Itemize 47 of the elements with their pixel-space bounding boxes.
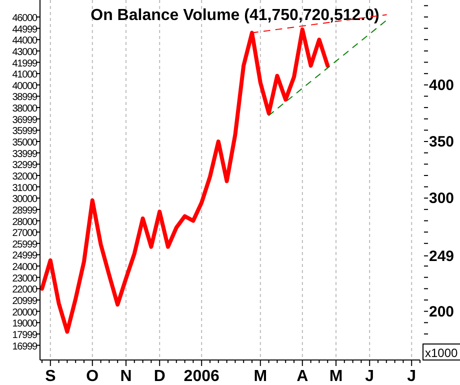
y-tick-label: 25999 [12, 239, 38, 250]
y-tick-label: 16999 [12, 341, 38, 352]
y-tick-label: 46000 [12, 12, 38, 24]
y-tick-label: 20000 [12, 307, 38, 318]
y2-tick-label: 350 [429, 134, 454, 151]
y-tick-label: 35999 [12, 126, 38, 138]
y-tick-label: 36999 [12, 114, 38, 126]
x-tick-label: J [365, 368, 374, 385]
y-tick-label: 41000 [12, 70, 38, 81]
y-tick-label: 38000 [12, 104, 38, 115]
y-tick-label: 24000 [12, 262, 38, 274]
x-tick-label: 2006 [184, 368, 220, 385]
y-tick-label: 31000 [12, 182, 38, 194]
y-tick-label: 41999 [12, 58, 38, 70]
chart-title: On Balance Volume (41,750,720,512.0) [90, 7, 380, 24]
y-tick-label: 44000 [12, 36, 38, 47]
y-tick-label: 17999 [12, 330, 38, 341]
x-tick-label: D [154, 368, 166, 385]
x-tick-label: M [254, 368, 268, 385]
y-tick-label: 28000 [12, 216, 38, 228]
y-tick-label: 43000 [12, 46, 38, 58]
y-tick-label: 32999 [12, 160, 38, 172]
x-tick-label: S [45, 368, 56, 385]
y-tick-label: 28999 [12, 205, 38, 216]
y-tick-label: 24999 [12, 250, 38, 262]
y2-tick-label: 400 [429, 76, 454, 94]
y-tick-label: 30000 [12, 194, 38, 206]
y-tick-label: 35000 [12, 138, 38, 149]
x-tick-label: J [407, 368, 416, 385]
y-tick-label: 19000 [12, 318, 38, 330]
y-tick-label: 38999 [12, 92, 38, 104]
y2-tick-label: 249 [429, 248, 454, 265]
y-tick-label: 22000 [12, 284, 38, 296]
y-tick-label: 40000 [12, 80, 38, 92]
x-tick-label: N [120, 368, 132, 385]
y-tick-label: 44999 [12, 24, 38, 36]
y2-tick-label: 200 [429, 303, 454, 320]
y-tick-label: 27000 [12, 228, 38, 240]
x-tick-label: O [86, 368, 99, 385]
y-tick-label: 33999 [12, 148, 38, 160]
y-tick-label: 23000 [12, 273, 38, 284]
y-tick-label: 32000 [12, 171, 38, 182]
y2-tick-label: 300 [429, 190, 454, 208]
x-tick-label: M [329, 368, 343, 385]
y-tick-label: 20999 [12, 296, 38, 308]
y2-axis-title: x1000 [425, 346, 458, 360]
x-tick-label: A [296, 368, 309, 385]
